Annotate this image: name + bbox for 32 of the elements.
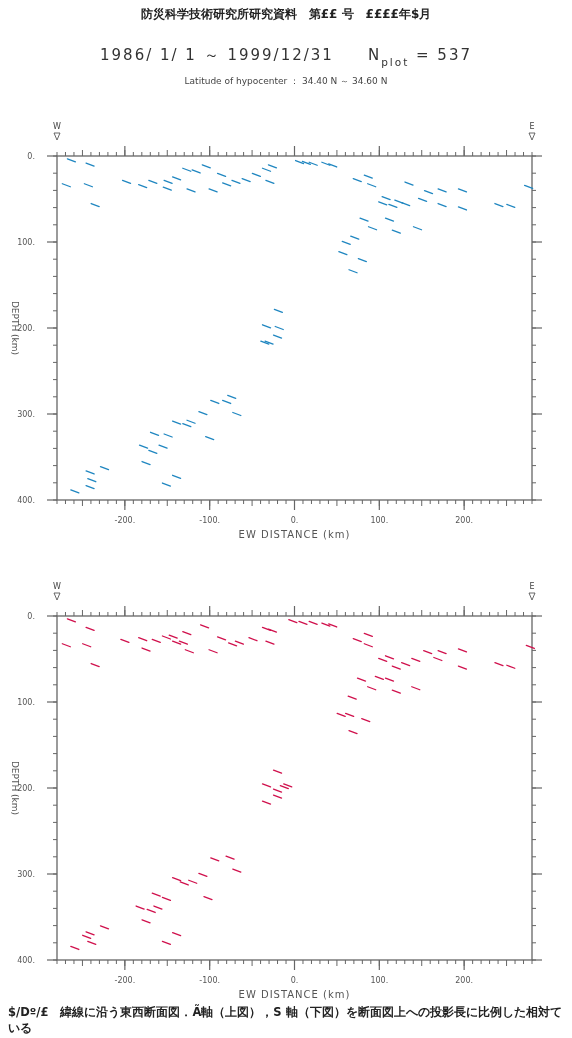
x-tick-label: 100. — [370, 976, 389, 985]
y-tick-label: 300. — [17, 870, 35, 879]
y-axis-title: DEPTH (km) — [10, 760, 20, 816]
x-tick-label: -200. — [114, 976, 136, 985]
y-tick-label: 400. — [17, 956, 35, 965]
y-axis-title: DEPTH (km) — [10, 300, 20, 356]
text: W — [53, 122, 62, 131]
text: E — [529, 122, 535, 131]
chart-subtitle: Latitude of hypocenter ： 34.40 N ～ 34.60 N — [184, 76, 388, 86]
y-tick-label: 200. — [17, 784, 35, 793]
x-tick-label: 100. — [370, 516, 389, 525]
x-tick-label: 200. — [455, 516, 474, 525]
x-tick-label: 200. — [455, 976, 474, 985]
x-tick-label: -200. — [114, 516, 136, 525]
x-tick-label: 0. — [290, 516, 299, 525]
y-tick-label: 100. — [17, 698, 35, 707]
chart-title: 1986/ 1/ 1 ～ 1999/12/31 N$_{plot}$ = 537 — [100, 46, 472, 68]
x-axis-title: EW DISTANCE (km) — [238, 989, 351, 1000]
text: 防災科学技術研究所研究資料 第££ 号 ££££年$月 — [140, 7, 432, 21]
y-tick-label: 300. — [17, 410, 35, 419]
y-tick-label: 100. — [17, 238, 35, 247]
text: E — [529, 582, 535, 591]
text: W — [53, 582, 62, 591]
x-tick-label: -100. — [199, 976, 221, 985]
x-axis-title: EW DISTANCE (km) — [238, 529, 351, 540]
text: $/Dº/£ 緯線に沿う東西断面図．Ã軸（上図），S 軸（下図）を断面図上への投影長に比例した相対ている — [8, 1004, 562, 1035]
y-tick-label: 0. — [27, 612, 35, 621]
x-tick-label: -100. — [199, 516, 221, 525]
y-tick-label: 200. — [17, 324, 35, 333]
y-tick-label: 0. — [27, 152, 35, 161]
x-tick-label: 0. — [290, 976, 299, 985]
y-tick-label: 400. — [17, 496, 35, 505]
